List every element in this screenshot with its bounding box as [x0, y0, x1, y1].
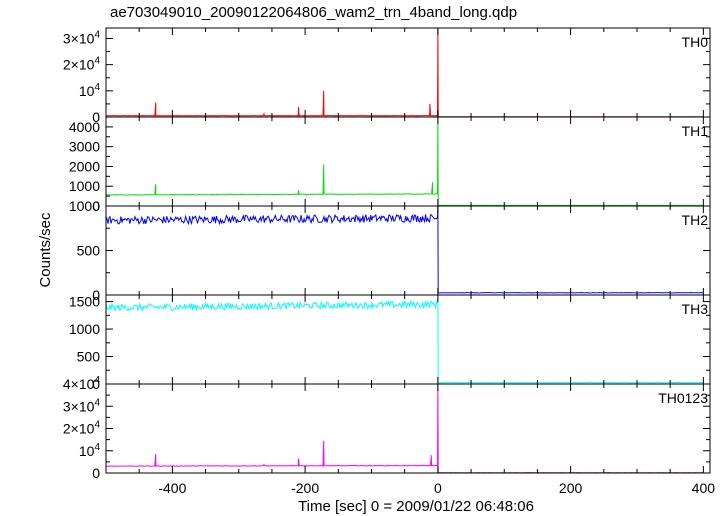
panel-frame: [105, 27, 711, 118]
panel-name-label: TH0: [682, 34, 709, 50]
y-tick-label: 3×104: [63, 29, 101, 46]
y-tick-label: 0: [92, 287, 100, 303]
panel-name-label: TH0123: [658, 390, 708, 406]
panel-th0123: 0 104 2×104 3×104 4×104 TH0123: [63, 375, 711, 481]
y-tick-label: 0: [92, 376, 100, 392]
x-tick-label: -200: [291, 480, 319, 496]
x-axis-label: Time [sec] 0 = 2009/01/22 06:48:06: [298, 498, 534, 515]
y-tick-label: 0: [92, 198, 100, 214]
y-axis-label: Counts/sec: [37, 212, 54, 288]
y-tick-label: 2000: [69, 158, 100, 174]
y-tick-label: 500: [77, 243, 101, 259]
series-line-th0: [106, 27, 703, 118]
x-tick-label: 0: [434, 480, 442, 496]
series-line-th0123: [105, 383, 703, 474]
series-line-th2: [105, 205, 704, 294]
y-tick-label: 3×104: [63, 397, 101, 414]
y-tick-label: 1000: [69, 178, 100, 194]
y-tick-label: 0: [92, 465, 100, 481]
panel-frame: [105, 383, 711, 474]
panel-th2: 0 500 1000 TH2: [69, 198, 711, 303]
panel-th3: 0 500 1000 1500 TH3: [69, 294, 711, 392]
x-tick-label: 400: [692, 480, 716, 496]
y-tick-label: 1500: [69, 294, 100, 310]
y-tick-label: 104: [79, 442, 101, 459]
series-line-th1: [105, 116, 703, 207]
x-tick-label: -400: [158, 480, 186, 496]
y-tick-label: 2×104: [63, 56, 101, 73]
panel-name-label: TH2: [682, 212, 709, 228]
panel-th0: 0 104 2×104 3×104 TH0: [63, 27, 711, 125]
series-line-th3: [105, 297, 704, 384]
panel-name-label: TH3: [682, 301, 709, 317]
panel-name-label: TH1: [682, 123, 709, 139]
panel-frame: [105, 116, 711, 207]
y-tick-label: 1000: [69, 321, 100, 337]
y-tick-label: 104: [79, 82, 101, 99]
y-tick-label: 2×104: [63, 420, 101, 437]
y-tick-label: 4×104: [63, 375, 101, 392]
y-tick-label: 3000: [69, 139, 100, 155]
y-tick-label: 1000: [69, 198, 100, 214]
y-tick-label: 4000: [69, 119, 100, 135]
x-tick-label: 200: [559, 480, 583, 496]
chart-title: ae703049010_20090122064806_wam2_trn_4ban…: [110, 4, 517, 21]
y-tick-label: 500: [77, 349, 101, 365]
y-tick-label: 0: [92, 109, 100, 125]
